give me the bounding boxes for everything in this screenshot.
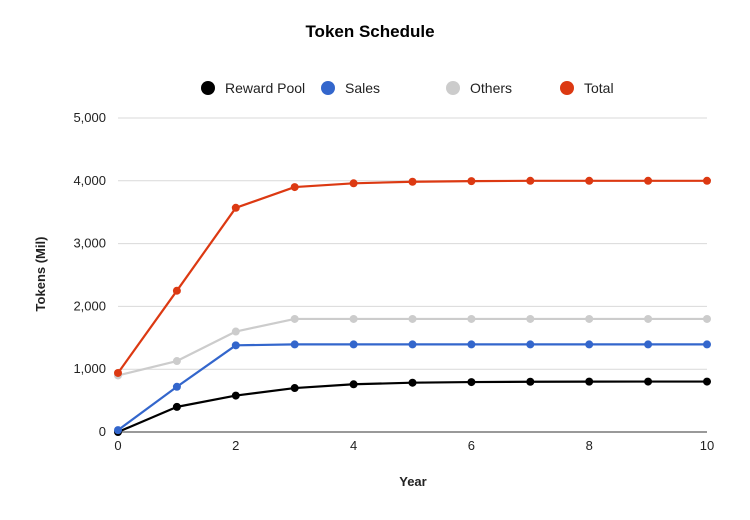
- y-tick-label: 1,000: [73, 361, 106, 376]
- data-point-others[interactable]: [467, 314, 476, 323]
- legend-swatch-reward-pool: [201, 81, 215, 95]
- legend-item-reward-pool[interactable]: Reward Pool: [201, 80, 305, 96]
- series-layer: [114, 176, 711, 436]
- data-point-reward-pool[interactable]: [408, 378, 417, 387]
- data-point-sales[interactable]: [467, 340, 476, 349]
- data-point-others[interactable]: [172, 357, 181, 366]
- y-axis-ticks: 0 1,000 2,000 3,000 4,000 5,000: [73, 110, 106, 439]
- y-tick-label: 4,000: [73, 173, 106, 188]
- data-point-total[interactable]: [290, 183, 299, 192]
- data-point-reward-pool[interactable]: [644, 377, 653, 386]
- data-point-total[interactable]: [467, 177, 476, 186]
- y-axis-title: Tokens (Mil): [33, 237, 48, 312]
- data-point-total[interactable]: [231, 203, 240, 212]
- data-point-reward-pool[interactable]: [703, 377, 711, 386]
- x-tick-label: 4: [350, 438, 357, 453]
- x-axis-title: Year: [399, 474, 426, 489]
- data-point-total[interactable]: [703, 176, 711, 185]
- data-point-total[interactable]: [349, 179, 358, 188]
- data-point-others[interactable]: [644, 314, 653, 323]
- legend-item-sales[interactable]: Sales: [321, 80, 380, 96]
- data-point-total[interactable]: [114, 368, 122, 377]
- legend: Reward Pool Sales Others Total: [201, 80, 614, 96]
- data-point-reward-pool[interactable]: [290, 384, 299, 393]
- data-point-reward-pool[interactable]: [349, 380, 358, 389]
- data-point-total[interactable]: [644, 176, 653, 185]
- legend-swatch-total: [560, 81, 574, 95]
- x-tick-label: 8: [586, 438, 593, 453]
- chart-title: Token Schedule: [305, 22, 434, 41]
- data-point-others[interactable]: [585, 314, 594, 323]
- data-point-others[interactable]: [231, 327, 240, 336]
- legend-swatch-others: [446, 81, 460, 95]
- legend-item-others[interactable]: Others: [446, 80, 512, 96]
- data-point-reward-pool[interactable]: [526, 377, 535, 386]
- data-point-reward-pool[interactable]: [467, 378, 476, 387]
- series-line-reward-pool: [117, 380, 707, 434]
- x-tick-label: 10: [700, 438, 714, 453]
- series-total: [114, 176, 711, 377]
- x-axis-ticks: 0 2 4 6 8 10: [114, 438, 714, 453]
- data-point-total[interactable]: [526, 176, 535, 185]
- legend-swatch-sales: [321, 81, 335, 95]
- series-line-sales: [117, 343, 707, 432]
- legend-label-others: Others: [470, 80, 512, 96]
- data-point-sales[interactable]: [703, 340, 711, 349]
- series-others: [114, 314, 711, 380]
- x-tick-label: 2: [232, 438, 239, 453]
- legend-label-reward-pool: Reward Pool: [225, 80, 305, 96]
- data-point-sales[interactable]: [408, 340, 417, 349]
- data-point-reward-pool[interactable]: [231, 391, 240, 400]
- data-point-sales[interactable]: [526, 340, 535, 349]
- x-tick-label: 0: [114, 438, 121, 453]
- legend-label-sales: Sales: [345, 80, 380, 96]
- data-point-sales[interactable]: [349, 340, 358, 349]
- data-point-others[interactable]: [703, 314, 711, 323]
- data-point-others[interactable]: [290, 314, 299, 323]
- data-point-reward-pool[interactable]: [172, 402, 181, 411]
- data-point-sales[interactable]: [114, 426, 122, 435]
- data-point-sales[interactable]: [644, 340, 653, 349]
- data-point-total[interactable]: [585, 176, 594, 185]
- data-point-sales[interactable]: [290, 340, 299, 349]
- data-point-reward-pool[interactable]: [585, 377, 594, 386]
- data-point-total[interactable]: [172, 286, 181, 295]
- data-point-others[interactable]: [408, 314, 417, 323]
- y-tick-label: 3,000: [73, 236, 106, 251]
- data-point-sales[interactable]: [231, 341, 240, 350]
- legend-label-total: Total: [584, 80, 614, 96]
- data-point-others[interactable]: [349, 314, 358, 323]
- series-sales: [114, 340, 711, 435]
- y-tick-label: 2,000: [73, 298, 106, 313]
- data-point-others[interactable]: [526, 314, 535, 323]
- legend-item-total[interactable]: Total: [560, 80, 614, 96]
- data-point-sales[interactable]: [172, 382, 181, 391]
- x-tick-label: 6: [468, 438, 475, 453]
- data-point-total[interactable]: [408, 177, 417, 186]
- y-tick-label: 0: [99, 424, 106, 439]
- grid: [118, 117, 707, 433]
- data-point-sales[interactable]: [585, 340, 594, 349]
- series-reward-pool: [114, 377, 711, 436]
- y-tick-label: 5,000: [73, 110, 106, 125]
